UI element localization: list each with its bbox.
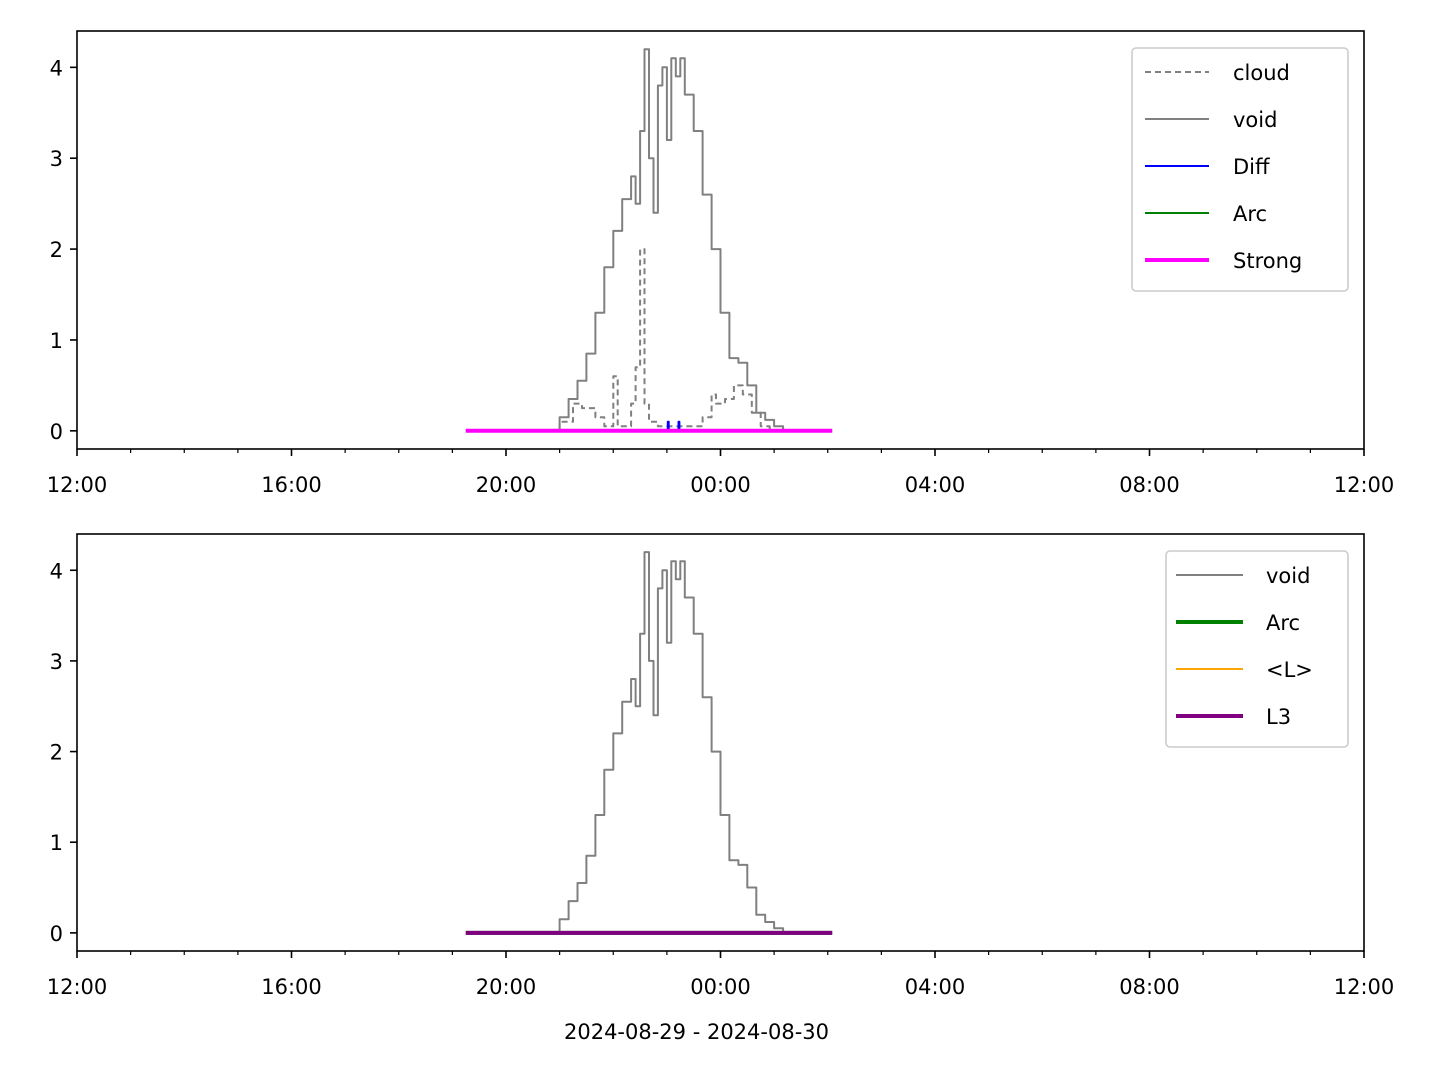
x-tick-label: 12:00 <box>47 473 108 497</box>
legend-label: Strong <box>1233 249 1302 273</box>
series-line-cloud <box>550 248 771 432</box>
y-tick-label: 2 <box>50 741 63 765</box>
series-line-void <box>550 551 785 934</box>
y-tick-label: 4 <box>50 559 63 583</box>
y-tick-label: 1 <box>50 831 63 855</box>
y-tick-label: 0 <box>50 420 63 444</box>
x-tick-label: 04:00 <box>905 473 966 497</box>
series-line-void <box>550 48 785 432</box>
y-tick-label: 3 <box>50 147 63 171</box>
x-tick-label: 00:00 <box>690 473 751 497</box>
x-tick-label: 20:00 <box>476 975 537 999</box>
top-panel: 0 1 2 3 4 12:00 16:00 20:00 00:00 04:00 08:00 12:00… <box>47 30 1395 497</box>
y-tick-label: 0 <box>50 922 63 946</box>
y-tick-label: 4 <box>50 56 63 80</box>
x-tick-label: 04:00 <box>905 975 966 999</box>
legend-label: Arc <box>1233 202 1267 226</box>
legend-label: L3 <box>1266 705 1291 729</box>
x-tick-label: 00:00 <box>690 975 751 999</box>
x-tick-label: 16:00 <box>261 975 322 999</box>
x-tick-label: 08:00 <box>1119 975 1180 999</box>
legend-label: Arc <box>1266 611 1300 635</box>
x-tick-label: 12:00 <box>47 975 108 999</box>
legend-box <box>1131 47 1349 292</box>
x-tick-label: 12:00 <box>1334 473 1395 497</box>
legend-label: void <box>1266 564 1310 588</box>
bottom-panel: 0 1 2 3 4 12:00 16:00 20:00 00:00 04:00 08:00 12:00… <box>47 533 1395 1044</box>
y-tick-label: 3 <box>50 650 63 674</box>
y-tick-label: 1 <box>50 329 63 353</box>
x-tick-label: 16:00 <box>261 473 322 497</box>
y-tick-label: 2 <box>50 238 63 262</box>
legend-label: void <box>1233 108 1277 132</box>
legend-box <box>1165 550 1349 748</box>
x-tick-label: 08:00 <box>1119 473 1180 497</box>
x-axis-label: 2024-08-29 - 2024-08-30 <box>564 1020 829 1044</box>
x-tick-label: 20:00 <box>476 473 537 497</box>
legend-label: cloud <box>1233 61 1290 85</box>
x-tick-label: 12:00 <box>1334 975 1395 999</box>
legend-label: <L> <box>1266 658 1313 682</box>
legend-label: Diff <box>1233 155 1270 179</box>
